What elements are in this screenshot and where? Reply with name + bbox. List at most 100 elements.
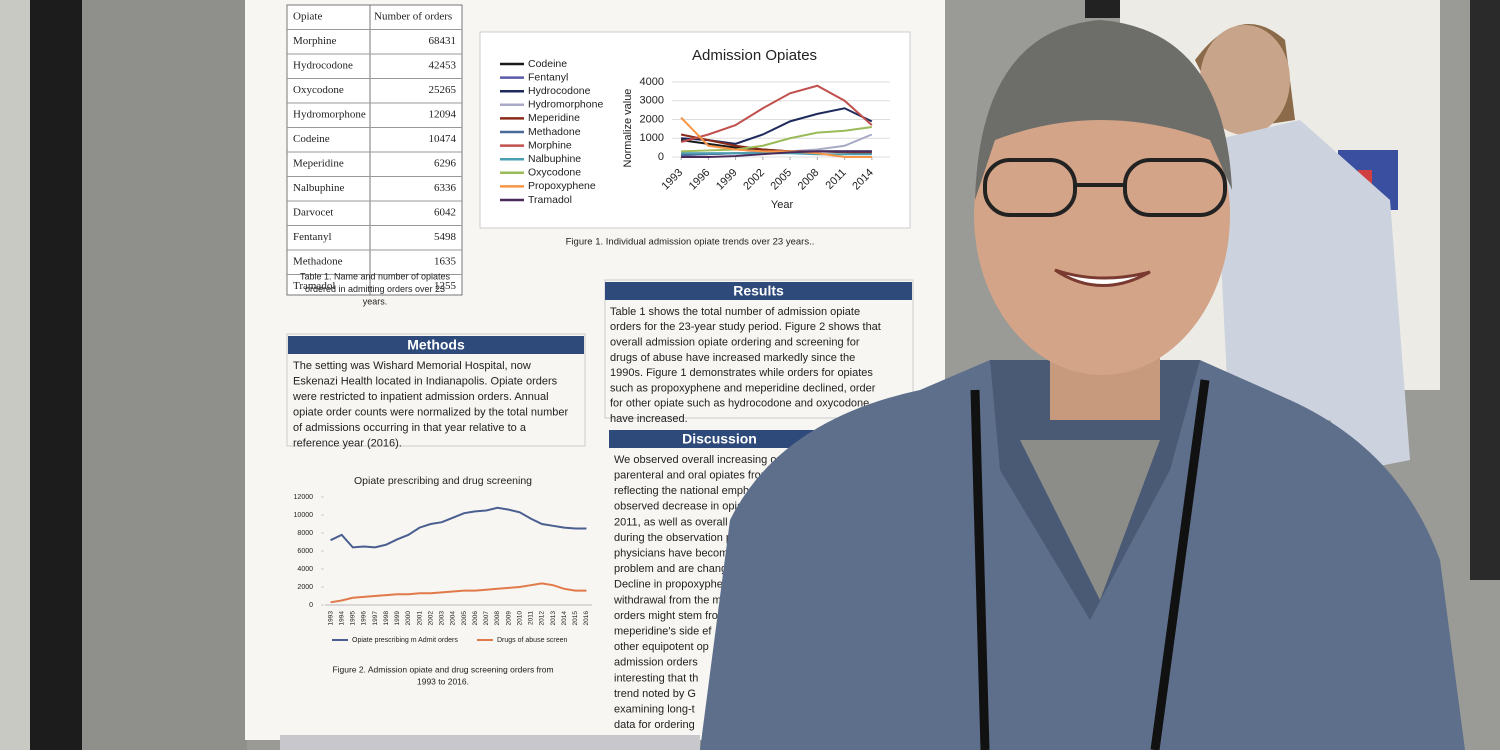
legend-label: Meperidine — [528, 112, 580, 124]
x-tick-label: 2008 — [494, 611, 501, 626]
section-text: physicians have become — [614, 548, 734, 560]
glasses-left — [983, 158, 1077, 217]
section-text: have increased. — [610, 413, 688, 425]
section-text: data for ordering — [614, 719, 695, 731]
x-tick-label: 2014 — [561, 611, 568, 626]
table-cell: 6296 — [434, 158, 457, 170]
table-cell: Hydrocodone — [293, 60, 353, 72]
section-text: such as propoxyphene and meperidine decl… — [610, 382, 876, 394]
table-cell: 6042 — [434, 207, 456, 219]
table-cell: 1635 — [434, 256, 457, 268]
x-tick-label: 1999 — [394, 611, 401, 626]
section-text: 2011, as well as overall inc — [614, 516, 745, 528]
poster-edge — [280, 735, 700, 750]
frame-right — [1470, 0, 1500, 580]
glasses-right — [1123, 158, 1227, 217]
section-text: 1990s. Figure 1 demonstrates while order… — [610, 367, 873, 379]
x-tick-label: 1998 — [383, 611, 390, 626]
x-tick-label: 2007 — [483, 611, 490, 626]
face — [974, 55, 1230, 375]
section-text: Eskenazi Health located in Indianapolis.… — [293, 375, 558, 387]
y-tick-label: 8000 — [297, 530, 313, 537]
section-text: opiate order counts were normalized by t… — [293, 406, 568, 418]
table-cell: 12094 — [429, 109, 457, 121]
series-line — [680, 116, 872, 158]
table-caption: years. — [363, 296, 388, 306]
figure1-box — [479, 31, 911, 229]
table-cell: 42453 — [429, 60, 457, 72]
legend-label: Nalbuphine — [528, 153, 581, 165]
y-tick-label: 2000 — [640, 113, 664, 125]
table-cell: Tramadol — [293, 280, 335, 292]
legend-label: Hydrocodone — [528, 85, 591, 97]
figure-caption: 1993 to 2016. — [417, 676, 469, 686]
hair — [975, 20, 1232, 200]
bg-person-head — [1200, 25, 1290, 135]
table-cell: 10474 — [429, 133, 457, 145]
x-tick-label: 1994 — [338, 611, 345, 626]
panel — [82, 0, 247, 750]
legend-label: Methadone — [528, 126, 581, 138]
table-header: Number of orders — [374, 11, 452, 23]
legend-label: Morphine — [528, 139, 572, 151]
table-cell: 25265 — [429, 84, 457, 96]
series-line — [330, 582, 587, 604]
section-text: overall admission opiate ordering and sc… — [610, 337, 860, 349]
y-tick-label: 3000 — [640, 95, 664, 107]
legend-label: Opiate prescribing m Admit orders — [352, 637, 458, 644]
section-text: withdrawal from the m — [613, 594, 722, 606]
section-text: for other opiate such as hydrocodone and… — [610, 398, 869, 410]
x-tick-label: 2010 — [516, 611, 523, 626]
y-tick-label: 12000 — [294, 494, 314, 501]
x-tick-label: 2002 — [427, 611, 434, 626]
table-frame — [286, 4, 463, 296]
results-box — [604, 279, 914, 419]
table-caption: Table 1. Name and number of opiates — [300, 271, 451, 281]
people — [700, 20, 1465, 751]
section-header-bar — [609, 430, 830, 448]
y-tick-label: 4000 — [297, 566, 313, 573]
legend-label: Codeine — [528, 58, 567, 70]
section-heading: Results — [733, 283, 784, 299]
section-text: were restricted to inpatient admission o… — [292, 391, 549, 403]
table-cell: 5498 — [434, 231, 457, 243]
section-text: parenteral and oral opiates from — [614, 470, 770, 482]
frame-top — [1085, 0, 1125, 18]
chart-title: Admission Opiates — [692, 47, 817, 64]
smile — [1054, 268, 1151, 287]
x-axis-label: Year — [771, 199, 794, 211]
y-tick-label: 2000 — [297, 584, 313, 591]
section-header-bar — [605, 282, 912, 300]
table-cell: Hydromorphone — [293, 109, 366, 121]
series-line — [680, 84, 873, 143]
section-text: reference year (2016). — [293, 437, 402, 449]
x-tick-label: 2013 — [550, 611, 557, 626]
y-tick-label: 0 — [309, 602, 313, 609]
section-text: drugs of abuse have increased markedly s… — [610, 352, 855, 364]
section-text: We observed overall increasing or — [614, 454, 780, 466]
table-cell: 6336 — [434, 182, 457, 194]
x-tick-label: 2001 — [416, 611, 423, 626]
figure-caption: Figure 2. Admission opiate and drug scre… — [332, 664, 553, 674]
section-heading: Discussion — [682, 431, 757, 447]
section-text: orders for the 23-year study period. Fig… — [610, 321, 881, 333]
figure-caption: Figure 1. Individual admission opiate tr… — [566, 237, 815, 248]
table-header: Opiate — [293, 11, 322, 23]
section-text: admission orders — [614, 657, 698, 669]
table-cell: Methadone — [293, 256, 343, 268]
section-text: meperidine's side ef — [614, 626, 712, 638]
table-cell: 1255 — [434, 280, 457, 292]
y-axis-label: Normalize value — [622, 89, 634, 168]
x-tick-label: 2016 — [583, 611, 590, 626]
x-tick-label: 2011 — [528, 611, 535, 625]
series-line — [681, 126, 872, 153]
section-text: examining long-t — [614, 704, 695, 716]
table-cell: 68431 — [429, 35, 457, 47]
x-tick-label: 1996 — [361, 611, 368, 626]
y-tick-label: 1000 — [640, 132, 664, 144]
section-header-bar — [288, 336, 584, 354]
x-tick-label: 2004 — [450, 611, 457, 626]
section-text: interesting that th — [614, 672, 698, 684]
x-tick-label: 2000 — [405, 611, 412, 626]
